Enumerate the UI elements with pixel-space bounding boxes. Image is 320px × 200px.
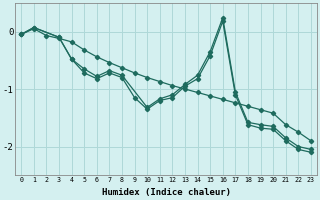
X-axis label: Humidex (Indice chaleur): Humidex (Indice chaleur) xyxy=(101,188,231,197)
